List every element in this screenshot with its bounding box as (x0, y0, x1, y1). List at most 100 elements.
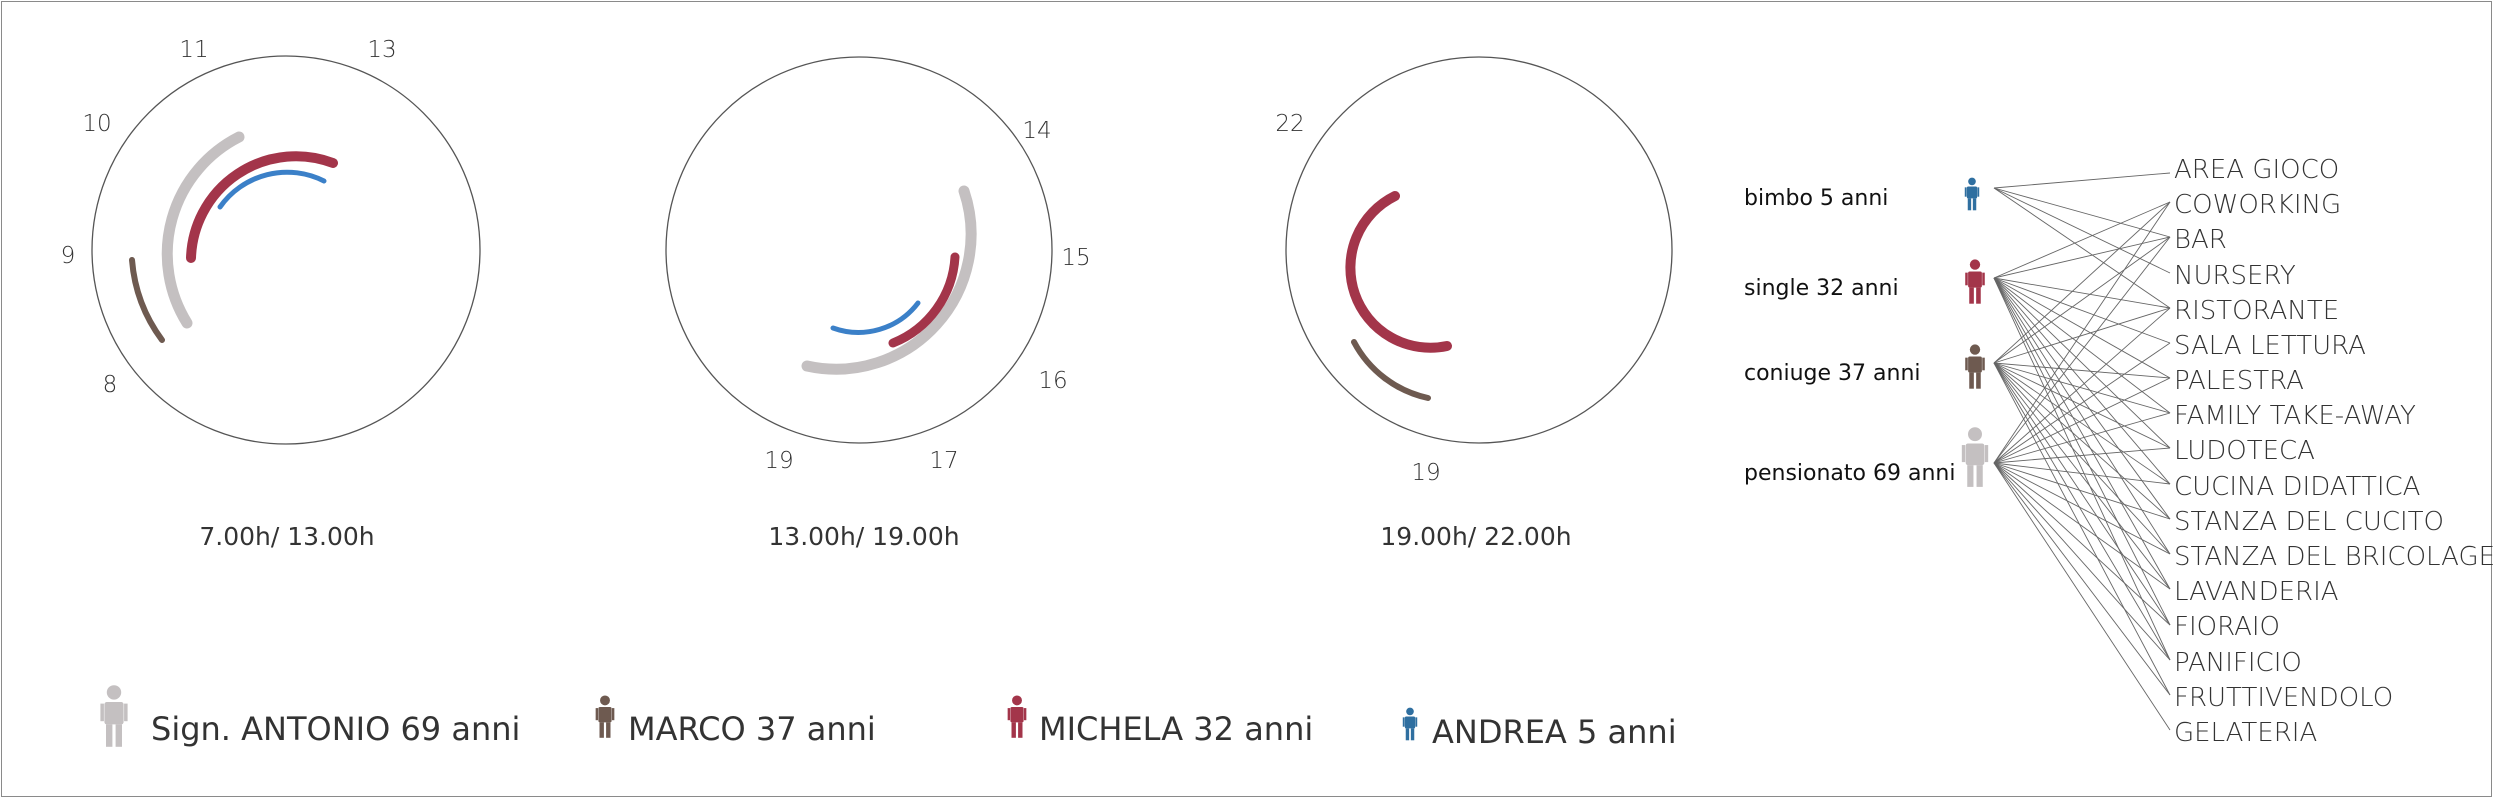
link-line (1993, 377, 2171, 464)
child-icon (1964, 177, 1980, 211)
space-label: COWORKING (2174, 190, 2341, 220)
link-line (1993, 462, 2171, 661)
arc-marco (129, 257, 165, 343)
profile-label: single 32 anni (1744, 276, 1899, 301)
space-label: GELATERIA (2174, 718, 2317, 748)
andrea-person-icon (1402, 707, 1418, 741)
arc-andrea (217, 169, 327, 210)
arc-marco (1351, 339, 1431, 401)
link-line (1993, 277, 2171, 414)
arc-antonio (801, 185, 977, 375)
link-line (1993, 172, 2171, 189)
hour-label: 8 (103, 372, 118, 398)
link-line (1993, 277, 2171, 449)
hour-label: 9 (61, 243, 76, 269)
clock-afternoon: 14 15 16 17 19 13.00h/ 19.00h (665, 56, 1091, 551)
hour-label: 16 (1038, 368, 1067, 394)
link-line (1993, 362, 2171, 414)
space-label: FIORAIO (2174, 612, 2280, 642)
space-label: STANZA DEL CUCITO (2174, 507, 2444, 537)
link-line (1993, 277, 2171, 485)
link-line (1993, 447, 2171, 464)
clock-circle (665, 56, 1053, 444)
link-line (1993, 236, 2171, 279)
legend-label: MICHELA 32 anni (1039, 710, 1313, 748)
arc-michela (888, 252, 960, 348)
link-line (1993, 307, 2171, 364)
link-line (1993, 342, 2171, 464)
hour-label: 17 (929, 448, 958, 474)
retiree-person-icon (1961, 427, 1989, 487)
profile-label: bimbo 5 anni (1744, 186, 1888, 211)
antonio-person-icon (100, 685, 128, 747)
link-line (1993, 236, 2171, 464)
clock-caption: 19.00h/ 22.00h (1380, 522, 1571, 551)
hour-label: 19 (1411, 460, 1440, 486)
legend-label: Sign. ANTONIO 69 anni (151, 710, 520, 748)
link-line (1993, 277, 2171, 626)
link-line (1993, 187, 2171, 309)
arc-michela (1345, 191, 1452, 353)
link-line (1993, 277, 2171, 379)
clock-caption: 7.00h/ 13.00h (199, 522, 374, 551)
space-label: SALA LETTURA (2174, 331, 2366, 361)
michela-person-icon (1007, 695, 1027, 738)
link-line (1993, 362, 2171, 661)
profile-label: pensionato 69 anni (1744, 461, 1955, 486)
arc-michela (186, 151, 338, 263)
space-label: FAMILY TAKE-AWAY (2174, 401, 2416, 431)
legend-label: ANDREA 5 anni (1432, 713, 1677, 751)
hour-label: 19 (764, 448, 793, 474)
hour-label: 13 (367, 37, 396, 63)
link-line (1993, 362, 2171, 696)
clock-circle (91, 55, 481, 445)
link-line (1993, 462, 2171, 626)
legend: Sign. ANTONIO 69 anni MARCO 37 anni MICH… (100, 685, 1677, 751)
link-line (1993, 462, 2171, 485)
link-line (1993, 362, 2171, 626)
arc-antonio (161, 131, 245, 329)
space-label: FRUTTIVENDOLO (2174, 683, 2393, 713)
link-line (1993, 277, 2171, 309)
link-line (1993, 201, 2171, 464)
link-line (1993, 277, 2171, 344)
link-line (1993, 362, 2171, 449)
link-line (1993, 362, 2171, 520)
profile-space-links (1993, 172, 2171, 731)
hour-label: 22 (1275, 111, 1304, 137)
space-label: PANIFICIO (2174, 648, 2302, 678)
link-line (1993, 412, 2171, 464)
profiles-column: bimbo 5 anni single 32 anni coniuge 37 a… (1744, 177, 1989, 487)
legend-label: MARCO 37 anni (628, 710, 876, 748)
link-line (1993, 362, 2171, 590)
link-line (1993, 277, 2171, 520)
single-person-icon (1965, 259, 1985, 304)
marco-person-icon (595, 695, 615, 738)
link-line (1993, 462, 2171, 520)
arc-andrea (830, 300, 921, 335)
link-line (1993, 236, 2171, 364)
space-label: AREA GIOCO (2174, 155, 2339, 185)
space-label: NURSERY (2174, 261, 2296, 291)
profile-label: coniuge 37 anni (1744, 361, 1921, 386)
link-line (1993, 362, 2171, 485)
link-line (1993, 362, 2171, 379)
clock-evening: 22 19 19.00h/ 22.00h (1275, 56, 1673, 551)
clock-caption: 13.00h/ 19.00h (768, 522, 959, 551)
link-line (1993, 277, 2171, 590)
link-line (1993, 462, 2171, 731)
link-line (1993, 187, 2171, 238)
space-label: LAVANDERIA (2174, 577, 2339, 607)
link-line (1993, 277, 2171, 555)
space-label: STANZA DEL BRICOLAGE (2174, 542, 2495, 572)
link-line (1993, 201, 2171, 279)
space-label: RISTORANTE (2174, 296, 2339, 326)
space-label: BAR (2174, 225, 2227, 255)
hour-label: 15 (1061, 245, 1090, 271)
space-label: CUCINA DIDATTICA (2174, 472, 2420, 502)
space-label: LUDOTECA (2174, 436, 2315, 466)
clock-morning: 8 9 10 11 13 7.00h/ 13.00h (61, 37, 481, 551)
hour-label: 10 (82, 111, 111, 137)
spaces-list: AREA GIOCO COWORKING BAR NURSERY RISTORA… (2174, 155, 2495, 748)
